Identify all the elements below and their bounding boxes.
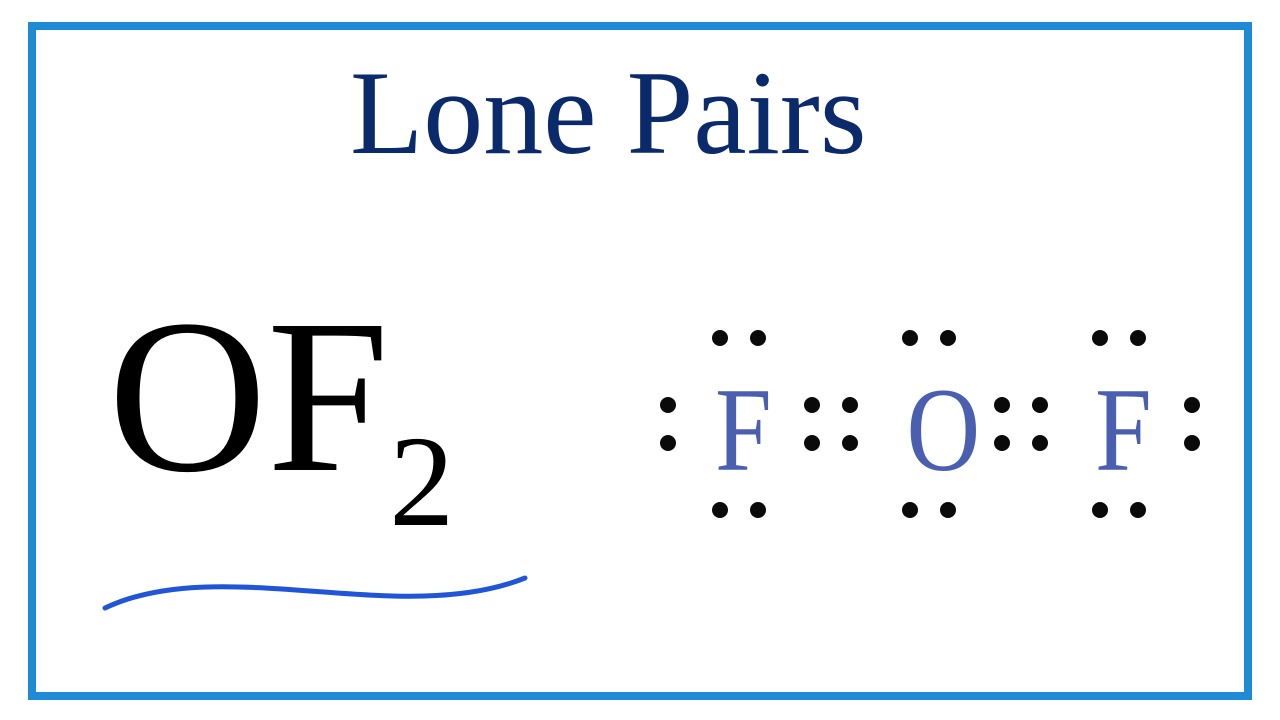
lewis-atom-F: F [715, 370, 772, 490]
electron-dot [804, 397, 820, 413]
electron-dot [750, 330, 766, 346]
electron-dot [842, 435, 858, 451]
electron-dot [1130, 330, 1146, 346]
electron-dot [804, 435, 820, 451]
underline-path [105, 578, 525, 608]
electron-dot [1032, 397, 1048, 413]
electron-dot [994, 397, 1010, 413]
title-text: Lone Pairs [350, 44, 867, 182]
electron-dot [750, 502, 766, 518]
electron-dot [842, 397, 858, 413]
electron-dot [1130, 502, 1146, 518]
lewis-atom-O: O [907, 370, 981, 490]
electron-dot [902, 330, 918, 346]
electron-dot [994, 435, 1010, 451]
electron-dot [660, 397, 676, 413]
electron-dot [712, 502, 728, 518]
electron-dot [712, 330, 728, 346]
electron-dot [1184, 397, 1200, 413]
underline-swash [100, 558, 530, 628]
electron-dot [1092, 502, 1108, 518]
electron-dot [1184, 435, 1200, 451]
electron-dot [940, 330, 956, 346]
electron-dot [1032, 435, 1048, 451]
electron-dot [1092, 330, 1108, 346]
electron-dot [660, 435, 676, 451]
chemical-formula: OF2 [108, 270, 454, 523]
lewis-atom-F: F [1095, 370, 1152, 490]
lewis-structure: FOF [630, 300, 1250, 560]
formula-main: OF [108, 274, 389, 518]
formula-subscript: 2 [389, 410, 454, 554]
electron-dot [902, 502, 918, 518]
electron-dot [940, 502, 956, 518]
